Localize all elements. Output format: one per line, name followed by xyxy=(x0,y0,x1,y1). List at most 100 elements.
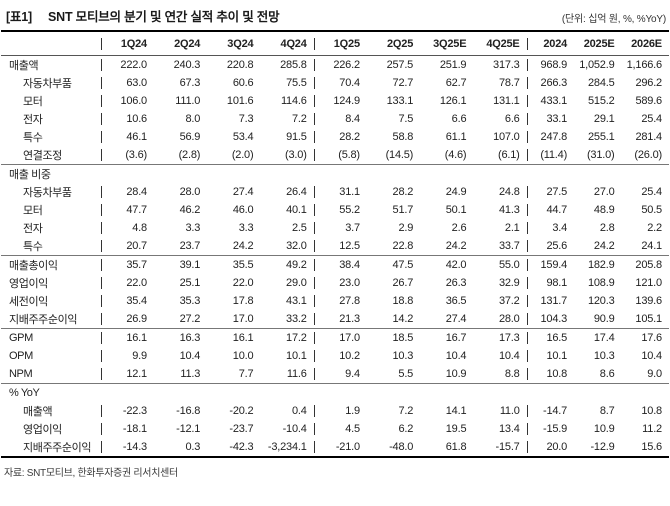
row-label: 모터 xyxy=(23,96,43,108)
row-label: 영업이익 xyxy=(9,278,48,290)
cell-r20-2025e: 10.9 xyxy=(593,423,615,435)
row-label: % YoY xyxy=(9,387,40,399)
cell-r11-4q25e: 55.0 xyxy=(498,259,520,271)
row-label: 지배주주순이익 xyxy=(23,442,92,454)
cell-r17-4q25e: 8.8 xyxy=(504,368,520,380)
table-row: 매출 비중 xyxy=(1,164,669,183)
table-row: 연결조정 (3.6) (2.8) (2.0) (3.0) (5.8) (14.5) (4.6)… xyxy=(1,146,669,164)
cell-header-2q25: 2Q25 xyxy=(387,37,414,50)
cell-r16-1q25: 10.2 xyxy=(313,350,367,362)
cell-r0-1q24: 222.0 xyxy=(100,59,154,71)
cell-r8-1q24: 47.7 xyxy=(100,204,154,216)
cell-r8-4q25e: 41.3 xyxy=(499,204,520,216)
cell-r12-2q25: 26.7 xyxy=(392,277,414,289)
cell-r21-3q25e: 61.8 xyxy=(445,441,467,453)
cell-r7-4q24: 26.4 xyxy=(286,186,307,198)
cell-r17-2024: 10.8 xyxy=(526,368,574,380)
cell-r14-3q25e: 27.4 xyxy=(445,313,467,325)
cell-r14-2026e: 105.1 xyxy=(635,313,662,325)
cell-r8-3q25e: 50.1 xyxy=(445,204,467,216)
row-label: 특수 xyxy=(23,241,43,253)
cell-r14-2024: 104.3 xyxy=(526,313,574,325)
cell-r21-1q24: -14.3 xyxy=(100,441,154,453)
cell-r3-2025e: 29.1 xyxy=(593,113,615,125)
cell-r21-4q25e: -15.7 xyxy=(495,441,520,453)
cell-r4-2026e: 281.4 xyxy=(635,131,662,143)
cell-r9-2026e: 2.2 xyxy=(647,222,662,234)
cell-r13-1q24: 35.4 xyxy=(100,295,154,307)
table-row: 매출액 222.0 240.3 220.8 285.8 226.2 257.5 251.9 31… xyxy=(1,56,669,74)
cell-r19-2q25: 7.2 xyxy=(398,405,414,417)
cell-r12-1q25: 23.0 xyxy=(313,277,367,289)
cell-r16-2024: 10.1 xyxy=(526,350,574,362)
cell-r15-3q24: 16.1 xyxy=(232,332,254,344)
cell-r21-2q24: 0.3 xyxy=(185,441,201,453)
cell-r4-2025e: 255.1 xyxy=(587,131,615,143)
cell-r9-3q25e: 2.6 xyxy=(451,222,467,234)
cell-header-2025e: 2025E xyxy=(583,37,615,50)
table-body: 매출액 222.0 240.3 220.8 285.8 226.2 257.5 251.9 31… xyxy=(1,56,669,456)
cell-r5-2q24: (2.8) xyxy=(178,149,201,161)
cell-r21-2025e: -12.9 xyxy=(590,441,615,453)
cell-r4-3q25e: 61.1 xyxy=(445,131,467,143)
cell-r10-2024: 25.6 xyxy=(526,240,574,252)
table-row: 영업이익 22.0 25.1 22.0 29.0 23.0 26.7 26.3 32.9 98.1… xyxy=(1,274,669,292)
cell-r12-2025e: 108.9 xyxy=(587,277,615,289)
cell-r2-2025e: 515.2 xyxy=(587,95,615,107)
cell-r3-2q25: 7.5 xyxy=(398,113,414,125)
cell-r7-3q25e: 24.9 xyxy=(445,186,467,198)
row-label: 세전이익 xyxy=(9,296,48,308)
cell-r20-2026e: 11.2 xyxy=(642,423,662,435)
cell-r17-2q25: 5.5 xyxy=(398,368,414,380)
cell-r9-4q25e: 2.1 xyxy=(504,222,520,234)
cell-r7-1q24: 28.4 xyxy=(100,186,154,198)
cell-r15-3q25e: 16.7 xyxy=(445,332,467,344)
cell-r3-4q25e: 6.6 xyxy=(504,113,520,125)
cell-r5-1q25: (5.8) xyxy=(313,149,367,161)
cell-r15-1q25: 17.0 xyxy=(313,332,367,344)
cell-r7-2024: 27.5 xyxy=(526,186,574,198)
cell-r3-2026e: 25.4 xyxy=(641,113,662,125)
cell-r17-4q24: 11.6 xyxy=(286,368,307,380)
cell-r7-4q25e: 24.8 xyxy=(499,186,520,198)
cell-header-1q24: 1Q24 xyxy=(100,37,154,50)
cell-header-4q25e: 4Q25E xyxy=(486,37,520,50)
cell-r21-2026e: 15.6 xyxy=(641,441,662,453)
cell-r3-3q24: 7.3 xyxy=(238,113,254,125)
cell-r3-3q25e: 6.6 xyxy=(451,113,467,125)
cell-r3-4q24: 7.2 xyxy=(291,113,307,125)
cell-r13-3q24: 17.8 xyxy=(232,295,254,307)
cell-r0-2024: 968.9 xyxy=(526,59,574,71)
cell-r7-2026e: 25.4 xyxy=(641,186,662,198)
cell-r11-2024: 159.4 xyxy=(526,259,574,271)
cell-r10-2q24: 23.7 xyxy=(179,240,201,252)
cell-r1-1q24: 63.0 xyxy=(100,77,154,89)
cell-r10-2026e: 24.1 xyxy=(641,240,662,252)
cell-r19-2025e: 8.7 xyxy=(599,405,615,417)
cell-r4-1q25: 28.2 xyxy=(313,131,367,143)
row-label: 지배주주순이익 xyxy=(9,314,78,326)
table-row: 지배주주순이익 26.9 27.2 17.0 33.2 21.3 14.2 27.4 28.0 1… xyxy=(1,310,669,328)
cell-r20-2q25: 6.2 xyxy=(398,423,414,435)
cell-r8-2024: 44.7 xyxy=(526,204,574,216)
cell-r19-1q25: 1.9 xyxy=(313,405,367,417)
header-row: 1Q24 2Q24 3Q24 4Q24 1Q25 2Q25 3Q25E 4Q25E 2024 20… xyxy=(1,32,669,56)
table-row: 매출총이익 35.7 39.1 35.5 49.2 38.4 47.5 42.0 55.0 159… xyxy=(1,255,669,274)
cell-r5-2025e: (31.0) xyxy=(586,149,615,161)
cell-r3-2q24: 8.0 xyxy=(185,113,201,125)
cell-r11-1q24: 35.7 xyxy=(100,259,154,271)
table-row: GPM 16.1 16.3 16.1 17.2 17.0 18.5 16.7 17.3 16.5 1… xyxy=(1,328,669,347)
cell-r0-2q24: 240.3 xyxy=(173,59,201,71)
table-row: 자동차부품 28.4 28.0 27.4 26.4 31.1 28.2 24.9 24.8 27.… xyxy=(1,183,669,201)
cell-header-3q25e: 3Q25E xyxy=(433,37,467,50)
cell-r20-1q25: 4.5 xyxy=(313,423,367,435)
cell-r13-3q25e: 36.5 xyxy=(445,295,467,307)
table-title: [표1] SNT 모티브의 분기 및 연간 실적 추이 및 전망 xyxy=(6,6,280,25)
cell-r17-2q24: 11.3 xyxy=(180,368,201,380)
cell-r8-2026e: 50.5 xyxy=(641,204,662,216)
cell-r3-2024: 33.1 xyxy=(526,113,574,125)
cell-r5-2026e: (26.0) xyxy=(634,149,662,161)
cell-r20-3q24: -23.7 xyxy=(229,423,254,435)
cell-r0-3q24: 220.8 xyxy=(226,59,254,71)
row-label: 특수 xyxy=(23,132,43,144)
